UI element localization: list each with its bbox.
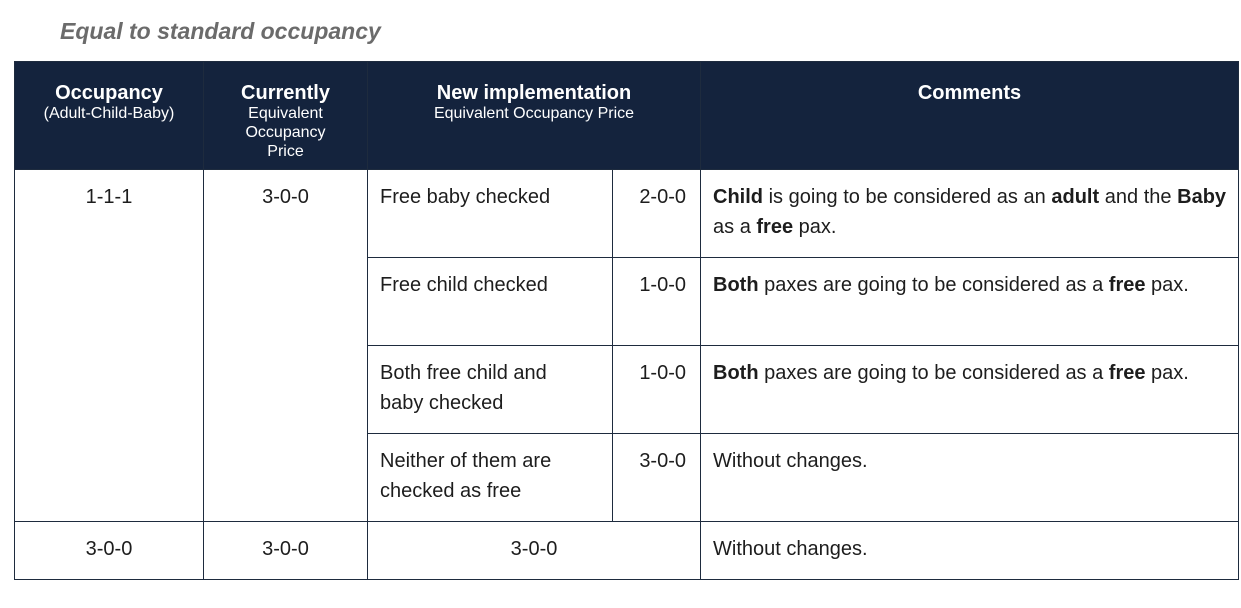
case-line: Free child checked: [380, 274, 548, 296]
case-line: Both free child and: [380, 362, 547, 384]
comment-text: and the: [1099, 186, 1178, 208]
comment-cell: Child is going to be considered as an ad…: [700, 169, 1240, 258]
comment-emphasis: Baby: [1177, 186, 1227, 208]
table-row: 3-0-0 3-0-0 3-0-0 Without changes.: [14, 521, 1240, 580]
header-currently-sub-line: Price: [267, 143, 304, 160]
currently-cell: 3-0-0: [203, 521, 368, 580]
table-row: Both free child and baby checked 1-0-0 B…: [15, 345, 1240, 434]
section-heading: Equal to standard occupancy: [60, 18, 381, 44]
case-line: Free baby checked: [380, 186, 551, 208]
case-line: checked as free: [380, 480, 522, 502]
header-comments: Comments: [700, 61, 1240, 170]
header-comments-title: Comments: [917, 82, 1022, 104]
comment-emphasis: free: [1108, 274, 1146, 296]
table-header-row: Occupancy (Adult-Child-Baby) Currently E…: [14, 61, 1240, 170]
header-currently-sub-line: Equivalent: [248, 105, 323, 122]
occupancy-cell: 3-0-0: [14, 521, 204, 580]
case-line: Neither of them are: [380, 450, 552, 472]
comment-emphasis: Both: [713, 274, 759, 296]
header-occupancy-sub: (Adult-Child-Baby): [43, 105, 175, 122]
comment-emphasis: free: [756, 216, 794, 238]
comment-emphasis: Child: [713, 186, 764, 208]
table-row: Free child checked 1-0-0 Both paxes are …: [15, 257, 1240, 346]
comment-emphasis: Both: [713, 362, 759, 384]
comment-cell: Without changes.: [700, 521, 1240, 580]
header-new-implementation-title: New implementation: [436, 82, 632, 104]
comment-text: Without changes.: [713, 450, 868, 472]
comment-text: as a: [713, 216, 757, 238]
comment-text: paxes are going to be considered as a: [758, 274, 1109, 296]
comment-emphasis: adult: [1051, 186, 1100, 208]
case-cell: Neither of them are checked as free: [367, 433, 613, 522]
comment-text: pax.: [793, 216, 837, 238]
header-new-implementation-sub: Equivalent Occupancy Price: [433, 105, 635, 122]
currently-cell: 3-0-0: [203, 169, 368, 522]
comment-cell: Both paxes are going to be considered as…: [700, 257, 1240, 346]
header-currently-sub-line: Occupancy: [245, 124, 326, 141]
new-value-cell: 3-0-0: [366, 521, 702, 580]
comment-emphasis: free: [1108, 362, 1146, 384]
case-cell: Free baby checked: [367, 169, 613, 258]
header-occupancy-title: Occupancy: [55, 82, 163, 104]
header-occupancy: Occupancy (Adult-Child-Baby): [14, 61, 204, 170]
comment-text: pax.: [1145, 274, 1189, 296]
case-cell: Both free child and baby checked: [367, 345, 613, 434]
occupancy-cell: 1-1-1: [14, 169, 204, 522]
case-line: baby checked: [380, 392, 504, 414]
table-row: Neither of them are checked as free 3-0-…: [15, 433, 1240, 522]
occupancy-table: Occupancy (Adult-Child-Baby) Currently E…: [14, 61, 1240, 580]
new-value-cell: 1-0-0: [611, 257, 702, 346]
comment-text: paxes are going to be considered as a: [758, 362, 1109, 384]
table-row: 1-1-1 3-0-0 Free baby checked 2-0-0 Chil…: [14, 169, 1240, 522]
header-new-implementation: New implementation Equivalent Occupancy …: [366, 61, 702, 170]
comment-text: is going to be considered as an: [763, 186, 1052, 208]
case-cell: Free child checked: [367, 257, 613, 346]
header-currently-title: Currently: [241, 82, 330, 104]
comment-text: pax.: [1145, 362, 1189, 384]
new-value-cell: 3-0-0: [611, 433, 702, 522]
comment-cell: Both paxes are going to be considered as…: [700, 345, 1240, 434]
comment-cell: Without changes.: [700, 433, 1240, 522]
header-currently: Currently Equivalent Occupancy Price: [203, 61, 368, 170]
new-value-cell: 2-0-0: [611, 169, 702, 258]
new-value-cell: 1-0-0: [611, 345, 702, 434]
